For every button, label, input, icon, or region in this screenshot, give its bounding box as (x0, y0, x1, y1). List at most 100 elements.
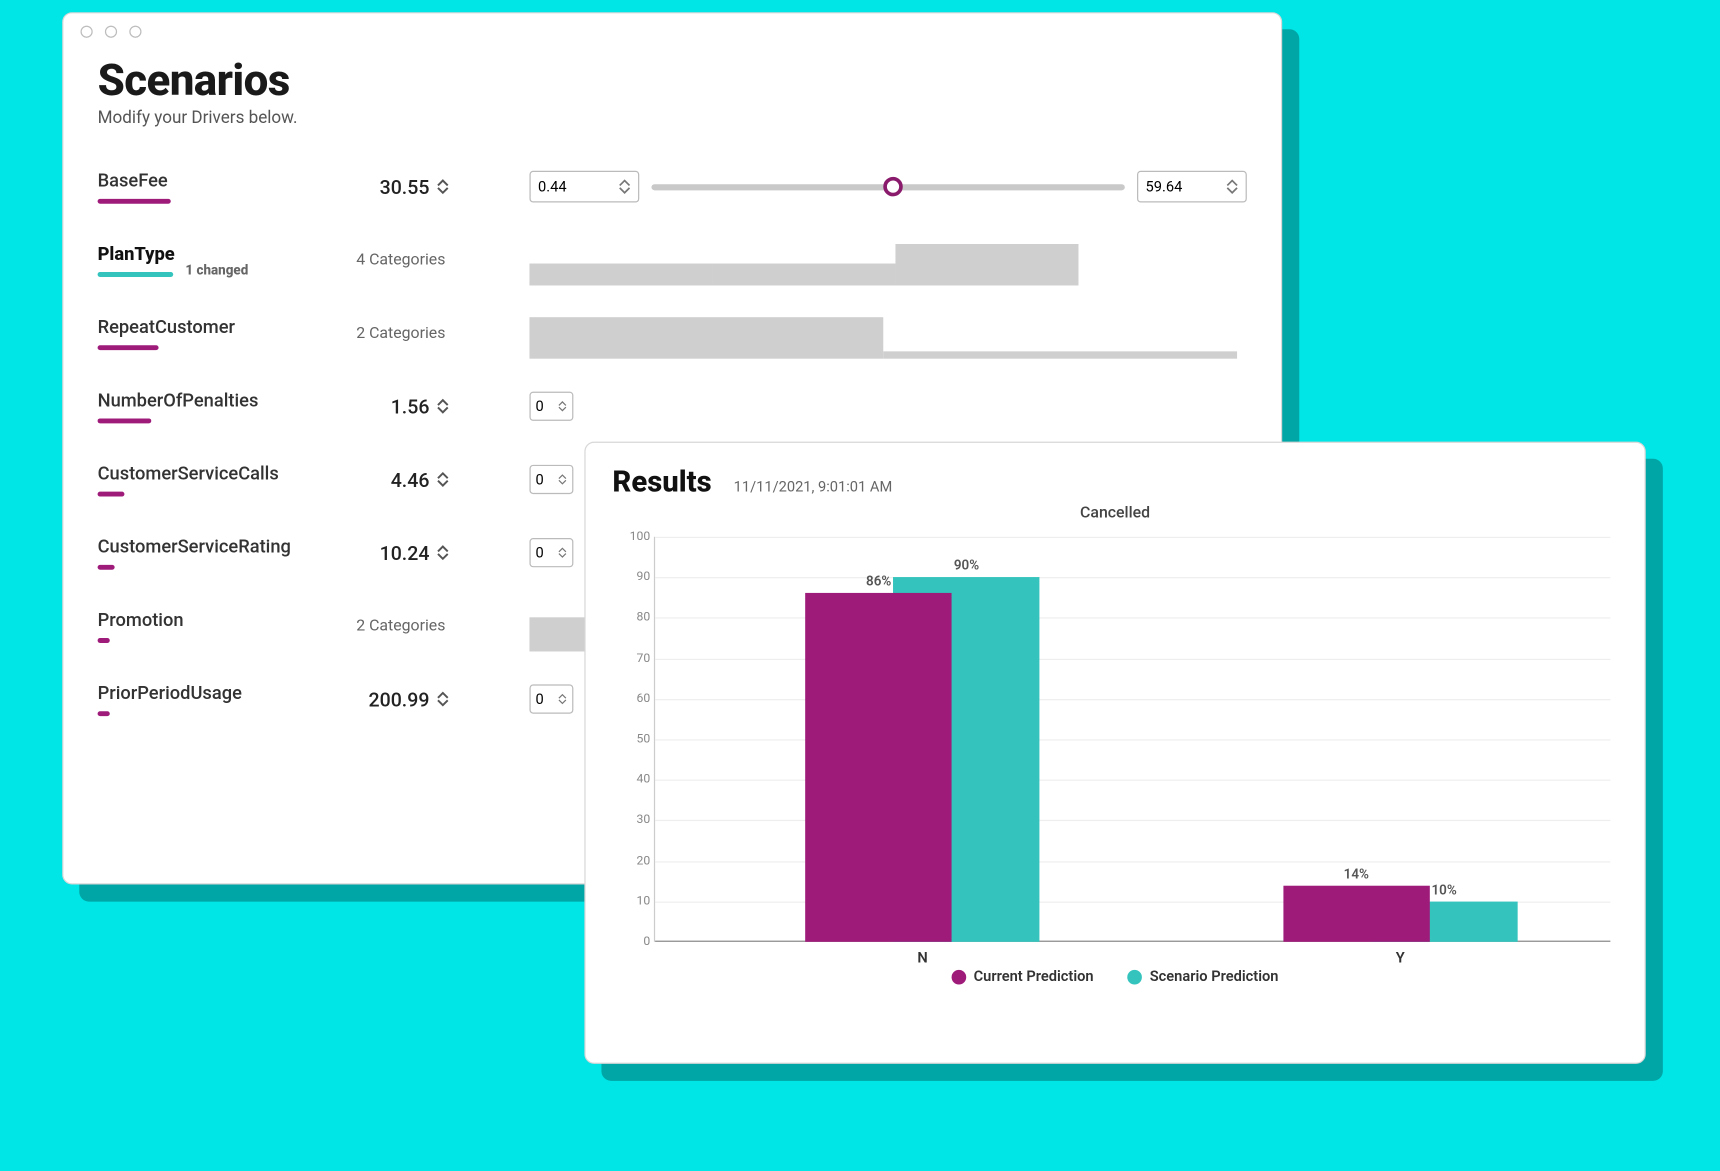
driver-value: 200.99 (356, 687, 515, 710)
driver-underline (98, 199, 171, 204)
category-bar[interactable] (883, 351, 1237, 358)
chevron-down-icon[interactable] (437, 187, 449, 196)
chevron-up-icon[interactable] (437, 178, 449, 187)
mini-stepper[interactable] (1226, 178, 1238, 195)
value-stepper[interactable] (437, 178, 449, 195)
driver-value: 4.46 (356, 468, 515, 491)
chevron-up-icon[interactable] (437, 398, 449, 407)
page-title: Scenarios (98, 55, 1247, 106)
mini-stepper[interactable] (558, 400, 568, 412)
driver-underline (98, 711, 110, 716)
bar-value-label: 14% (1344, 866, 1369, 882)
value-stepper[interactable] (437, 691, 449, 708)
chevron-down-icon[interactable] (619, 187, 631, 196)
driver-row-basefee: BaseFee30.55 0.44 59.64 (98, 150, 1247, 223)
driver-underline (98, 492, 125, 497)
legend-swatch (952, 970, 967, 985)
category-bar[interactable] (712, 264, 895, 286)
legend-label: Current Prediction (974, 967, 1094, 984)
y-tick-label: 80 (619, 611, 651, 624)
driver-underline (98, 638, 110, 643)
categories-count: 2 Categories (356, 617, 515, 635)
value-stepper[interactable] (437, 544, 449, 561)
value-text: 1.56 (356, 395, 429, 418)
min-number-input[interactable]: 0 (529, 392, 573, 421)
category-bar[interactable] (895, 244, 1078, 285)
chart-title: Cancelled (612, 504, 1617, 522)
category-bars (529, 234, 1246, 285)
chevron-down-icon[interactable] (1226, 187, 1238, 196)
results-timestamp: 11/11/2021, 9:01:01 AM (734, 478, 893, 495)
grid-line (655, 861, 1610, 862)
value-text: 200.99 (356, 687, 429, 710)
slider-max-input[interactable]: 59.64 (1137, 171, 1247, 203)
min-number-input[interactable]: 0 (529, 465, 573, 494)
chevron-up-icon[interactable] (437, 691, 449, 700)
category-bar[interactable] (529, 264, 712, 286)
slider-track[interactable] (651, 184, 1124, 190)
y-tick-label: 0 (619, 935, 651, 948)
min-number-value: 0 (536, 691, 544, 708)
value-text: 10.24 (356, 541, 429, 564)
driver-label: BaseFee (98, 170, 342, 204)
chevron-down-icon[interactable] (558, 553, 568, 559)
bar-value-label: 10% (1432, 882, 1457, 898)
chevron-up-icon[interactable] (437, 471, 449, 480)
bar-value-label: 90% (954, 558, 979, 574)
category-bar[interactable] (529, 317, 883, 358)
mini-stepper[interactable] (558, 473, 568, 485)
chevron-up-icon[interactable] (1226, 178, 1238, 187)
min-number-value: 0 (536, 471, 544, 488)
y-tick-label: 60 (619, 692, 651, 705)
driver-underline (98, 418, 152, 423)
chevron-down-icon[interactable] (558, 406, 568, 412)
slider: 0.44 59.64 (529, 162, 1246, 211)
y-tick-label: 40 (619, 773, 651, 786)
results-title: Results (612, 465, 711, 499)
chevron-down-icon[interactable] (558, 479, 568, 485)
window-titlebar (63, 13, 1281, 50)
chevron-down-icon[interactable] (437, 553, 449, 562)
grid-line (655, 537, 1610, 538)
legend-swatch (1128, 970, 1143, 985)
driver-label: Promotion (98, 609, 342, 643)
value-stepper[interactable] (437, 398, 449, 415)
grid-line (655, 739, 1610, 740)
min-number-input[interactable]: 0 (529, 538, 573, 567)
slider-min-input[interactable]: 0.44 (529, 171, 639, 203)
bar-value-label: 86% (866, 574, 891, 590)
categories-count: 4 Categories (356, 251, 515, 269)
chevron-up-icon[interactable] (437, 544, 449, 553)
legend-item: Scenario Prediction (1128, 967, 1279, 984)
driver-row-repeatcustomer: RepeatCustomer 2 Categories (98, 296, 1247, 369)
chevron-down-icon[interactable] (437, 406, 449, 415)
min-value: 0.44 (538, 178, 567, 195)
y-tick-label: 70 (619, 652, 651, 665)
chart-legend: Current Prediction Scenario Prediction (612, 959, 1617, 993)
chevron-up-icon[interactable] (619, 178, 631, 187)
value-stepper[interactable] (437, 471, 449, 488)
mini-stepper[interactable] (619, 178, 631, 195)
driver-row-plantype: PlanType1 changed4 Categories (98, 223, 1247, 296)
traffic-light-dot (129, 26, 141, 38)
results-chart: 010203040506070809010086%90%N14%10%Y Cur… (612, 529, 1617, 993)
driver-label: NumberOfPenalties (98, 389, 342, 423)
mini-stepper[interactable] (558, 547, 568, 559)
chevron-down-icon[interactable] (437, 699, 449, 708)
mini-stepper[interactable] (558, 693, 568, 705)
chevron-down-icon[interactable] (437, 479, 449, 488)
value-text: 4.46 (356, 468, 429, 491)
driver-row-numpenalties: NumberOfPenalties 1.56 0 (98, 370, 1247, 443)
categories-count: 2 Categories (356, 324, 515, 342)
driver-underline (98, 272, 174, 277)
chevron-down-icon[interactable] (558, 699, 568, 705)
min-number-value: 0 (536, 398, 544, 415)
min-number-value: 0 (536, 544, 544, 561)
max-value: 59.64 (1146, 178, 1183, 195)
y-tick-label: 30 (619, 814, 651, 827)
driver-label: CustomerServiceRating (98, 536, 342, 570)
driver-label: RepeatCustomer (98, 316, 342, 350)
min-number-input[interactable]: 0 (529, 684, 573, 713)
slider-knob[interactable] (883, 177, 903, 197)
driver-underline (98, 565, 115, 570)
